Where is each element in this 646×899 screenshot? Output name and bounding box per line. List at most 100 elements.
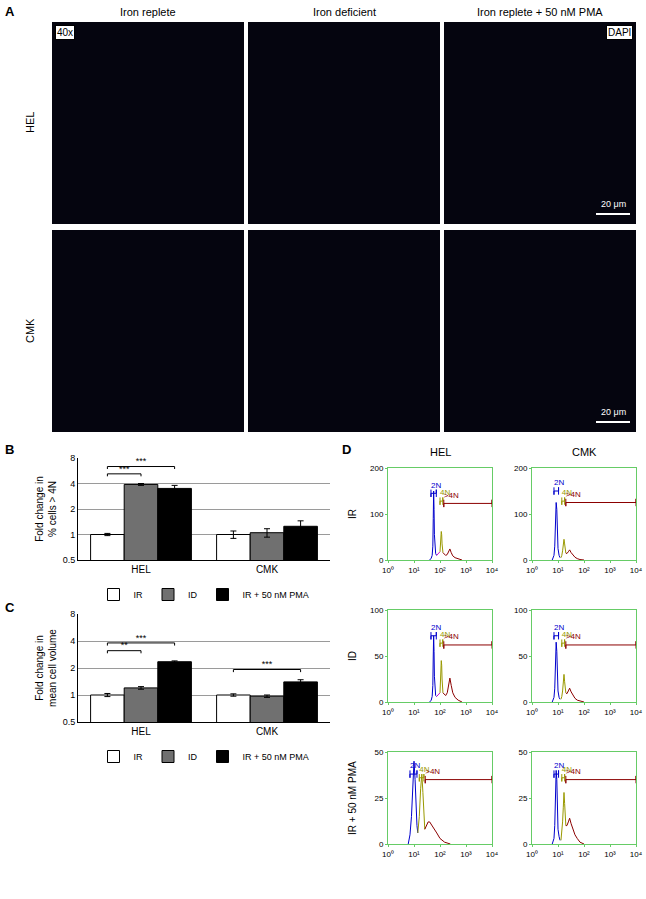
svg-text:10¹: 10¹ — [552, 708, 564, 717]
svg-text:10⁰: 10⁰ — [526, 708, 538, 717]
svg-text:CMK: CMK — [256, 564, 279, 575]
svg-text:25: 25 — [374, 794, 383, 803]
svg-text:50: 50 — [374, 748, 383, 757]
svg-text:10³: 10³ — [460, 708, 472, 717]
svg-text:**: ** — [121, 640, 129, 650]
svg-text:>4N: >4N — [444, 491, 459, 500]
svg-text:10⁴: 10⁴ — [630, 850, 643, 859]
svg-text:10²: 10² — [434, 850, 446, 859]
svg-text:0: 0 — [379, 556, 384, 565]
svg-text:10⁴: 10⁴ — [486, 850, 499, 859]
svg-text:2: 2 — [70, 504, 75, 514]
svg-text:1: 1 — [70, 690, 75, 700]
svg-text:>4N: >4N — [566, 490, 581, 499]
svg-text:10²: 10² — [434, 566, 446, 575]
svg-text:>4N: >4N — [425, 767, 440, 776]
svg-text:10⁴: 10⁴ — [630, 566, 643, 575]
svg-text:10²: 10² — [434, 708, 446, 717]
svg-text:2: 2 — [70, 663, 75, 673]
svg-text:10³: 10³ — [460, 566, 472, 575]
svg-text:B: B — [5, 442, 14, 457]
svg-text:>4N: >4N — [566, 632, 581, 641]
svg-text:0.5: 0.5 — [63, 717, 76, 727]
svg-text:0: 0 — [523, 698, 528, 707]
svg-text:IR + 50 nM PMA: IR + 50 nM PMA — [347, 761, 358, 835]
svg-text:2N: 2N — [410, 761, 420, 770]
svg-text:25: 25 — [518, 794, 527, 803]
svg-text:2N: 2N — [431, 481, 441, 490]
svg-text:10¹: 10¹ — [552, 566, 564, 575]
svg-text:0: 0 — [379, 698, 384, 707]
svg-text:4N: 4N — [440, 630, 450, 639]
svg-text:Iron replete: Iron replete — [120, 6, 176, 18]
svg-text:10²: 10² — [578, 708, 590, 717]
svg-text:CMK: CMK — [256, 726, 279, 737]
svg-text:10²: 10² — [578, 850, 590, 859]
svg-text:0: 0 — [523, 556, 528, 565]
svg-text:>4N: >4N — [444, 632, 459, 641]
svg-text:IR + 50 nM PMA: IR + 50 nM PMA — [243, 590, 309, 600]
svg-text:2N: 2N — [554, 478, 564, 487]
svg-text:4: 4 — [70, 636, 75, 646]
svg-text:10⁰: 10⁰ — [382, 708, 394, 717]
svg-text:IR: IR — [347, 509, 358, 519]
svg-text:20 μm: 20 μm — [601, 199, 626, 209]
svg-text:10⁴: 10⁴ — [486, 566, 499, 575]
svg-text:IR: IR — [134, 752, 144, 762]
svg-text:0.5: 0.5 — [63, 555, 76, 565]
svg-text:10¹: 10¹ — [408, 708, 420, 717]
svg-text:0: 0 — [379, 840, 384, 849]
svg-text:10⁰: 10⁰ — [382, 566, 394, 575]
svg-text:2N: 2N — [554, 623, 564, 632]
svg-text:A: A — [5, 4, 15, 19]
svg-text:CMK: CMK — [24, 318, 36, 343]
svg-text:100: 100 — [370, 510, 384, 519]
svg-text:10⁴: 10⁴ — [630, 708, 643, 717]
svg-text:ID: ID — [188, 752, 198, 762]
svg-text:4N: 4N — [562, 765, 572, 774]
svg-text:***: *** — [119, 464, 130, 474]
svg-text:10⁰: 10⁰ — [382, 850, 394, 859]
svg-text:10³: 10³ — [604, 708, 616, 717]
svg-text:HEL: HEL — [24, 112, 36, 133]
svg-text:40x: 40x — [57, 27, 73, 38]
svg-text:DAPI: DAPI — [608, 27, 631, 38]
svg-text:Iron replete + 50 nM PMA: Iron replete + 50 nM PMA — [477, 6, 603, 18]
svg-text:10⁰: 10⁰ — [526, 850, 538, 859]
svg-text:100: 100 — [514, 510, 528, 519]
svg-text:HEL: HEL — [131, 726, 151, 737]
svg-text:50: 50 — [374, 652, 383, 661]
svg-text:10²: 10² — [578, 566, 590, 575]
svg-text:20 μm: 20 μm — [601, 407, 626, 417]
svg-text:200: 200 — [370, 464, 384, 473]
svg-text:ID: ID — [347, 651, 358, 661]
svg-text:***: *** — [262, 659, 273, 669]
svg-text:50: 50 — [518, 748, 527, 757]
svg-text:>4N: >4N — [566, 767, 581, 776]
svg-text:10¹: 10¹ — [408, 850, 420, 859]
svg-text:0: 0 — [523, 840, 528, 849]
svg-text:1: 1 — [70, 530, 75, 540]
svg-text:4N: 4N — [562, 630, 572, 639]
svg-text:8: 8 — [70, 609, 75, 619]
svg-text:HEL: HEL — [131, 564, 151, 575]
svg-text:Fold change inmean cell volume: Fold change inmean cell volume — [34, 629, 58, 707]
svg-text:8: 8 — [70, 453, 75, 463]
svg-text:***: *** — [136, 456, 147, 466]
svg-text:100: 100 — [370, 606, 384, 615]
svg-text:2N: 2N — [431, 623, 441, 632]
svg-text:***: *** — [136, 633, 147, 643]
svg-text:HEL: HEL — [430, 446, 451, 458]
svg-text:4N: 4N — [419, 765, 429, 774]
svg-text:10³: 10³ — [604, 566, 616, 575]
svg-text:IR: IR — [134, 590, 144, 600]
svg-text:100: 100 — [514, 606, 528, 615]
svg-text:ID: ID — [188, 590, 198, 600]
svg-text:4: 4 — [70, 479, 75, 489]
svg-text:Fold change in% cells > 4N: Fold change in% cells > 4N — [34, 476, 58, 542]
svg-text:IR + 50 nM PMA: IR + 50 nM PMA — [243, 752, 309, 762]
svg-text:10¹: 10¹ — [408, 566, 420, 575]
svg-text:50: 50 — [518, 652, 527, 661]
svg-text:Iron deficient: Iron deficient — [313, 6, 376, 18]
svg-text:10³: 10³ — [604, 850, 616, 859]
